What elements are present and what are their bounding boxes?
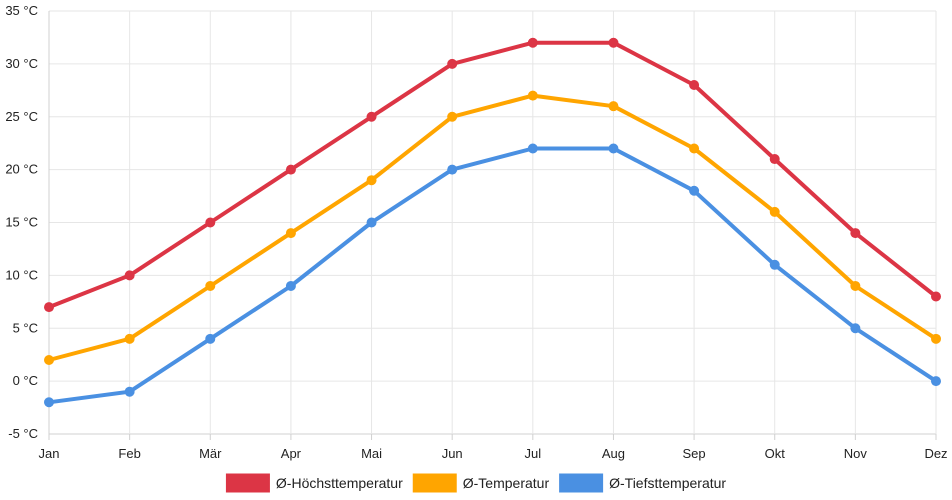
data-point[interactable] (44, 397, 54, 408)
y-tick-label: 15 °C (5, 215, 38, 230)
data-point[interactable] (769, 154, 780, 165)
series-1 (44, 37, 941, 313)
data-point[interactable] (769, 259, 780, 270)
legend: Ø-Höchsttemperatur Ø-Temperatur Ø-Tiefstte… (225, 473, 726, 493)
data-point[interactable] (205, 280, 216, 291)
data-point[interactable] (366, 217, 377, 228)
legend-item-3[interactable]: Ø-Tiefsttemperatur (559, 473, 726, 493)
x-tick-label: Jun (442, 446, 463, 461)
series-2 (44, 90, 941, 365)
legend-label: Ø-Temperatur (463, 475, 550, 491)
data-point[interactable] (44, 354, 54, 365)
data-point[interactable] (366, 175, 377, 186)
data-point[interactable] (689, 185, 700, 196)
x-tick-label: Jul (525, 446, 542, 461)
data-point[interactable] (608, 143, 619, 154)
data-point[interactable] (769, 206, 780, 217)
data-point[interactable] (527, 143, 538, 154)
series-3 (44, 143, 941, 408)
data-point[interactable] (285, 280, 296, 291)
x-tick-label: Feb (118, 446, 140, 461)
data-point[interactable] (366, 111, 377, 122)
data-point[interactable] (850, 323, 861, 334)
data-point[interactable] (527, 90, 538, 101)
data-point[interactable] (285, 164, 296, 175)
y-tick-label: 20 °C (5, 162, 38, 177)
legend-swatch (559, 473, 604, 493)
data-point[interactable] (608, 101, 619, 112)
y-tick-label: -5 °C (8, 426, 38, 441)
data-point[interactable] (608, 37, 619, 48)
data-point[interactable] (689, 80, 700, 91)
data-point[interactable] (527, 37, 538, 48)
data-point[interactable] (124, 386, 135, 397)
data-point[interactable] (931, 333, 941, 344)
x-tick-label: Mär (199, 446, 222, 461)
data-point[interactable] (689, 143, 700, 154)
x-tick-label: Jan (39, 446, 60, 461)
x-tick-label: Sep (683, 446, 706, 461)
y-tick-label: 35 °C (5, 3, 38, 18)
x-tick-label: Nov (844, 446, 868, 461)
series-line (47, 146, 938, 405)
data-point[interactable] (205, 333, 216, 344)
data-point[interactable] (205, 217, 216, 228)
y-tick-label: 30 °C (5, 56, 38, 71)
legend-item-2[interactable]: Ø-Temperatur (412, 473, 550, 493)
data-point[interactable] (44, 302, 54, 313)
legend-item-1[interactable]: Ø-Höchsttemperatur (225, 473, 403, 493)
legend-swatch (225, 473, 270, 493)
data-point[interactable] (850, 280, 861, 291)
x-tick-label: Apr (281, 446, 302, 461)
data-point[interactable] (447, 58, 458, 69)
grid (48, 10, 937, 440)
data-point[interactable] (124, 270, 135, 281)
x-tick-label: Aug (602, 446, 625, 461)
legend-swatch (412, 473, 457, 493)
legend-label: Ø-Höchsttemperatur (276, 475, 403, 491)
data-point[interactable] (124, 333, 135, 344)
y-tick-label: 10 °C (5, 267, 38, 282)
x-tick-label: Dez (924, 446, 947, 461)
data-point[interactable] (931, 376, 941, 387)
x-tick-label: Okt (765, 446, 786, 461)
x-tick-label: Mai (361, 446, 382, 461)
data-point[interactable] (850, 228, 861, 239)
series-line (47, 40, 938, 310)
data-point[interactable] (931, 291, 941, 302)
legend-label: Ø-Tiefsttemperatur (609, 475, 726, 491)
series-group (44, 37, 941, 408)
y-tick-label: 25 °C (5, 109, 38, 124)
y-axis-ticks: -5 °C 0 °C 5 °C 10 °C 15 °C 20 °C 25 °C 30 °C 35… (5, 3, 38, 441)
data-point[interactable] (285, 228, 296, 239)
y-tick-label: 0 °C (13, 373, 38, 388)
series-line (47, 93, 938, 362)
data-point[interactable] (447, 111, 458, 122)
data-point[interactable] (447, 164, 458, 175)
x-axis-ticks: Jan Feb Mär Apr Mai Jun Jul Aug Sep Okt Nov Dez (39, 446, 948, 461)
y-tick-label: 5 °C (13, 320, 38, 335)
